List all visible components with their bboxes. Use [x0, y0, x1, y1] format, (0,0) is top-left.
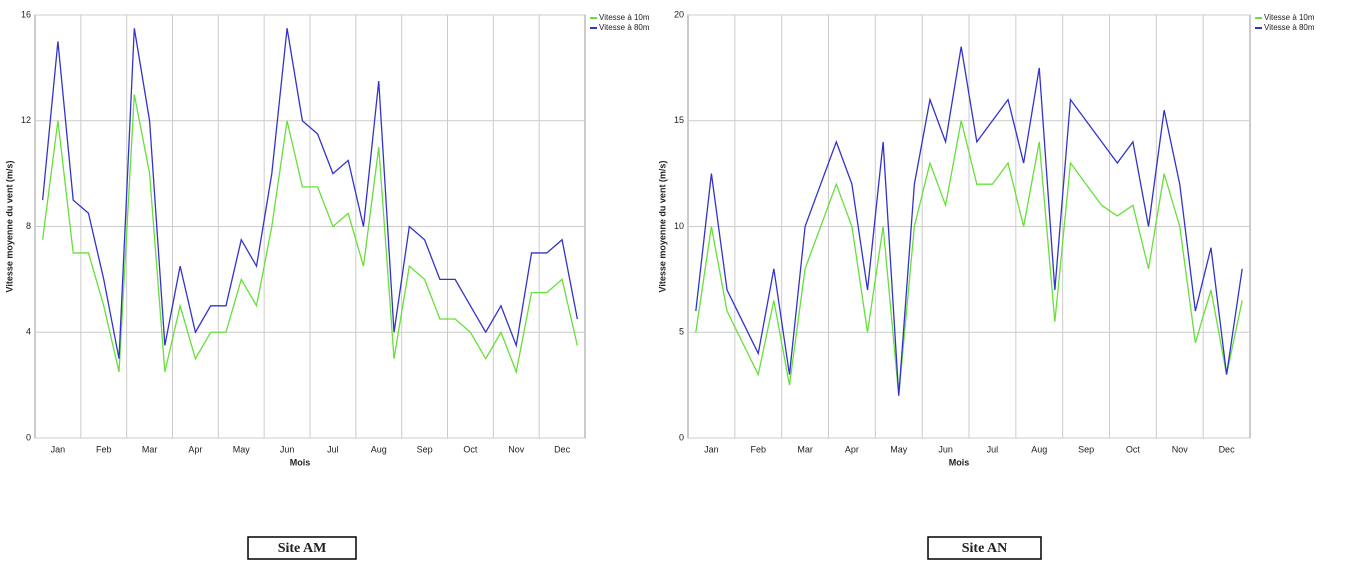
- x-tick-label: Nov: [508, 444, 525, 454]
- x-tick-label: Sep: [1078, 444, 1094, 454]
- y-tick-label: 16: [21, 9, 31, 19]
- x-tick-label: Jun: [280, 444, 295, 454]
- x-tick-label: Dec: [554, 444, 571, 454]
- x-tick-label: Sep: [417, 444, 433, 454]
- x-tick-label: Oct: [463, 444, 478, 454]
- x-tick-label: Jun: [938, 444, 953, 454]
- y-tick-label: 0: [26, 432, 31, 442]
- x-tick-label: May: [890, 444, 908, 454]
- x-tick-label: Feb: [96, 444, 112, 454]
- x-tick-label: Dec: [1219, 444, 1236, 454]
- x-tick-label: Mar: [142, 444, 158, 454]
- legend-label: Vitesse à 10m: [599, 13, 650, 22]
- y-tick-label: 10: [674, 221, 684, 231]
- y-tick-label: 20: [674, 9, 684, 19]
- x-tick-label: May: [233, 444, 251, 454]
- series-line: [41, 28, 578, 359]
- series-line: [695, 46, 1243, 396]
- y-tick-label: 8: [26, 221, 31, 231]
- caption-box: [247, 536, 357, 560]
- x-tick-label: Feb: [750, 444, 766, 454]
- y-tick-label: 15: [674, 115, 684, 125]
- x-tick-label: Aug: [371, 444, 387, 454]
- y-axis-label: Vitesse moyenne du vent (m/s): [657, 161, 667, 293]
- y-axis-label: Vitesse moyenne du vent (m/s): [4, 161, 14, 293]
- x-tick-label: Aug: [1031, 444, 1047, 454]
- series-line: [41, 94, 578, 375]
- caption: Site AN: [962, 541, 1008, 556]
- x-axis-label: Mois: [290, 457, 311, 467]
- caption-box: [927, 536, 1042, 560]
- x-axis-label: Mois: [949, 457, 970, 467]
- x-tick-label: Oct: [1126, 444, 1141, 454]
- legend-label: Vitesse à 80m: [1264, 23, 1315, 32]
- x-tick-label: Apr: [188, 444, 202, 454]
- x-tick-label: Mar: [797, 444, 813, 454]
- legend-label: Vitesse à 10m: [1264, 13, 1315, 22]
- x-tick-label: Nov: [1172, 444, 1189, 454]
- x-tick-label: Jan: [51, 444, 66, 454]
- y-tick-label: 12: [21, 115, 31, 125]
- y-tick-label: 4: [26, 327, 31, 337]
- series-line: [695, 120, 1243, 396]
- caption: Site AM: [278, 541, 327, 556]
- x-tick-label: Jul: [987, 444, 999, 454]
- legend-label: Vitesse à 80m: [599, 23, 650, 32]
- x-tick-label: Apr: [845, 444, 859, 454]
- y-tick-label: 5: [679, 327, 684, 337]
- x-tick-label: Jan: [704, 444, 719, 454]
- y-tick-label: 0: [679, 432, 684, 442]
- x-tick-label: Jul: [327, 444, 339, 454]
